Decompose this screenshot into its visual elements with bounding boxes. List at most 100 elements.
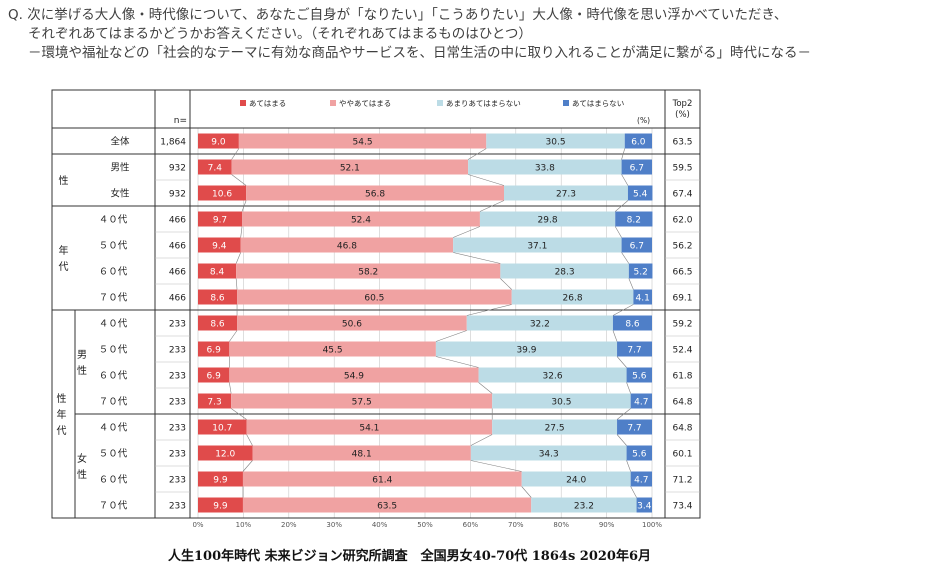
data-label: 30.5 bbox=[551, 398, 571, 408]
data-label: 6.9 bbox=[206, 346, 221, 356]
bar-segment bbox=[626, 367, 652, 383]
data-label: 9.9 bbox=[213, 502, 228, 512]
connector-line bbox=[467, 148, 487, 160]
bar-segment bbox=[238, 133, 487, 149]
bar-segment bbox=[198, 445, 253, 461]
data-label: 60.5 bbox=[364, 294, 384, 304]
bar-segment bbox=[453, 237, 622, 253]
data-label: 45.5 bbox=[323, 346, 343, 356]
data-label: 24.0 bbox=[566, 476, 586, 486]
data-label: 32.6 bbox=[543, 372, 563, 382]
row-label: ４０代 bbox=[99, 423, 128, 434]
subgroup-label-female: 女性 bbox=[77, 452, 87, 481]
connector-line bbox=[616, 434, 627, 446]
bar-segment bbox=[479, 211, 616, 227]
row-top2: 71.2 bbox=[672, 476, 692, 486]
connector-line bbox=[612, 330, 618, 342]
row-top2: 52.4 bbox=[672, 346, 692, 356]
group-label-gender-age: 性年代 bbox=[57, 392, 67, 437]
row-label: ４０代 bbox=[99, 215, 128, 226]
row-n: 466 bbox=[169, 294, 186, 304]
row-n: 233 bbox=[169, 450, 186, 460]
percent-unit: (%) bbox=[637, 116, 650, 125]
data-label: 28.3 bbox=[555, 268, 575, 278]
data-label: 8.4 bbox=[210, 268, 225, 278]
bar-segment bbox=[198, 185, 247, 201]
row-label: 男性 bbox=[110, 162, 130, 174]
connector-line bbox=[521, 486, 532, 498]
data-label: 30.5 bbox=[546, 138, 566, 148]
row-label: ５０代 bbox=[99, 449, 128, 460]
legend-label: あてはまらない bbox=[572, 99, 624, 108]
bar-segment bbox=[198, 133, 239, 149]
connector-line bbox=[235, 278, 238, 290]
bar-segment bbox=[636, 497, 652, 513]
connector-line bbox=[435, 356, 479, 368]
row-n: 932 bbox=[169, 164, 186, 174]
bar-segment bbox=[617, 419, 652, 435]
connector-line bbox=[626, 460, 631, 472]
bar-segment bbox=[198, 237, 241, 253]
connector-line bbox=[479, 200, 505, 212]
bar-segment bbox=[486, 133, 625, 149]
data-label: 33.8 bbox=[535, 164, 555, 174]
legend-swatch bbox=[563, 100, 569, 106]
data-label: 39.9 bbox=[516, 346, 536, 356]
legend-swatch bbox=[437, 100, 443, 106]
connector-line bbox=[229, 330, 238, 342]
row-label: ５０代 bbox=[99, 241, 128, 252]
row-n: 932 bbox=[169, 190, 186, 200]
connector-line bbox=[612, 304, 634, 316]
x-tick-label: 20% bbox=[281, 521, 297, 529]
data-label: 7.7 bbox=[627, 424, 641, 434]
row-n: 233 bbox=[169, 372, 186, 382]
bar-segment bbox=[229, 341, 436, 357]
bar-segment bbox=[242, 211, 480, 227]
bar-segment bbox=[242, 471, 522, 487]
connector-line bbox=[615, 200, 629, 212]
row-top2: 73.4 bbox=[672, 502, 692, 512]
data-label: 5.6 bbox=[632, 450, 647, 460]
x-tick-label: 10% bbox=[236, 521, 252, 529]
data-label: 8.6 bbox=[210, 294, 225, 304]
bar-segment bbox=[466, 315, 613, 331]
row-n: 233 bbox=[169, 502, 186, 512]
bar-segment bbox=[503, 185, 628, 201]
data-label: 7.4 bbox=[208, 164, 223, 174]
row-top2: 60.1 bbox=[672, 450, 692, 460]
bar-segment bbox=[231, 393, 493, 409]
bar-segment bbox=[198, 419, 247, 435]
row-label: ６０代 bbox=[99, 475, 128, 486]
bar-segment bbox=[630, 393, 652, 409]
data-label: 26.8 bbox=[563, 294, 583, 304]
row-top2: 59.2 bbox=[672, 320, 692, 330]
bar-segment bbox=[242, 497, 532, 513]
n-header: n= bbox=[174, 116, 187, 126]
row-label: ６０代 bbox=[99, 371, 128, 382]
row-n: 466 bbox=[169, 242, 186, 252]
top2-header: Top2 bbox=[672, 99, 693, 109]
bar-segment bbox=[633, 289, 652, 305]
data-label: 50.6 bbox=[342, 320, 362, 330]
legend-label: あてはまる bbox=[249, 99, 286, 108]
question-line-2: それぞれあてはまるかどうかお答えください。（それぞれあてはまるものはひとつ） bbox=[28, 26, 532, 42]
row-n: 233 bbox=[169, 476, 186, 486]
data-label: 29.8 bbox=[538, 216, 558, 226]
x-tick-label: 90% bbox=[599, 521, 615, 529]
row-label: 全体 bbox=[110, 136, 130, 148]
data-label: 9.4 bbox=[212, 242, 227, 252]
data-label: 23.2 bbox=[574, 502, 594, 512]
connector-line bbox=[235, 252, 241, 264]
bar-segment bbox=[470, 445, 627, 461]
bar-segment bbox=[615, 211, 653, 227]
bar-segment bbox=[246, 185, 504, 201]
data-label: 27.3 bbox=[556, 190, 576, 200]
connector-line bbox=[616, 356, 627, 368]
connector-line bbox=[241, 200, 247, 212]
row-label: ４０代 bbox=[99, 319, 128, 330]
bar-segment bbox=[198, 497, 243, 513]
x-tick-label: 80% bbox=[553, 521, 569, 529]
bar-segment bbox=[198, 159, 232, 175]
bar-segment bbox=[237, 315, 467, 331]
